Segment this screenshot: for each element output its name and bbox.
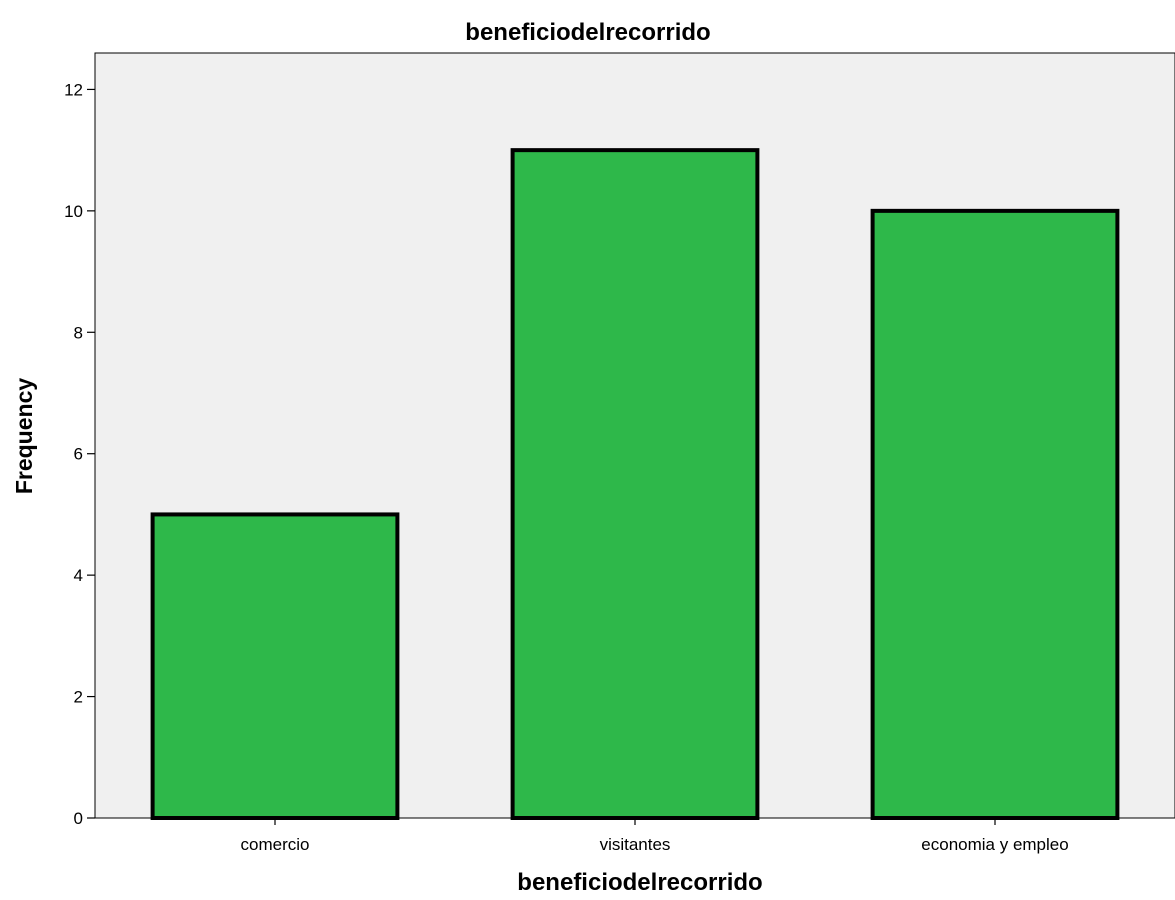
x-axis: comercio visitantes economia y empleo — [241, 818, 1069, 854]
bar-economia-y-empleo — [870, 208, 1120, 821]
y-axis-title: Frequency — [11, 378, 37, 495]
y-tick-label: 0 — [74, 809, 83, 828]
bar-visitantes — [510, 148, 760, 820]
x-tick-label: comercio — [241, 835, 310, 854]
y-tick-label: 2 — [74, 688, 83, 707]
x-tick-label: visitantes — [600, 835, 671, 854]
bar-comercio — [150, 512, 400, 821]
y-tick-label: 8 — [74, 323, 83, 342]
x-tick-label: economia y empleo — [921, 835, 1068, 854]
y-tick-label: 10 — [64, 202, 83, 221]
x-axis-title: beneficiodelrecorrido — [517, 869, 762, 896]
y-axis: 0 2 4 6 8 10 12 — [64, 80, 95, 828]
y-tick-label: 4 — [74, 566, 83, 585]
y-tick-label: 12 — [64, 80, 83, 99]
chart-title: beneficiodelrecorrido — [465, 19, 710, 46]
y-tick-label: 6 — [74, 445, 83, 464]
